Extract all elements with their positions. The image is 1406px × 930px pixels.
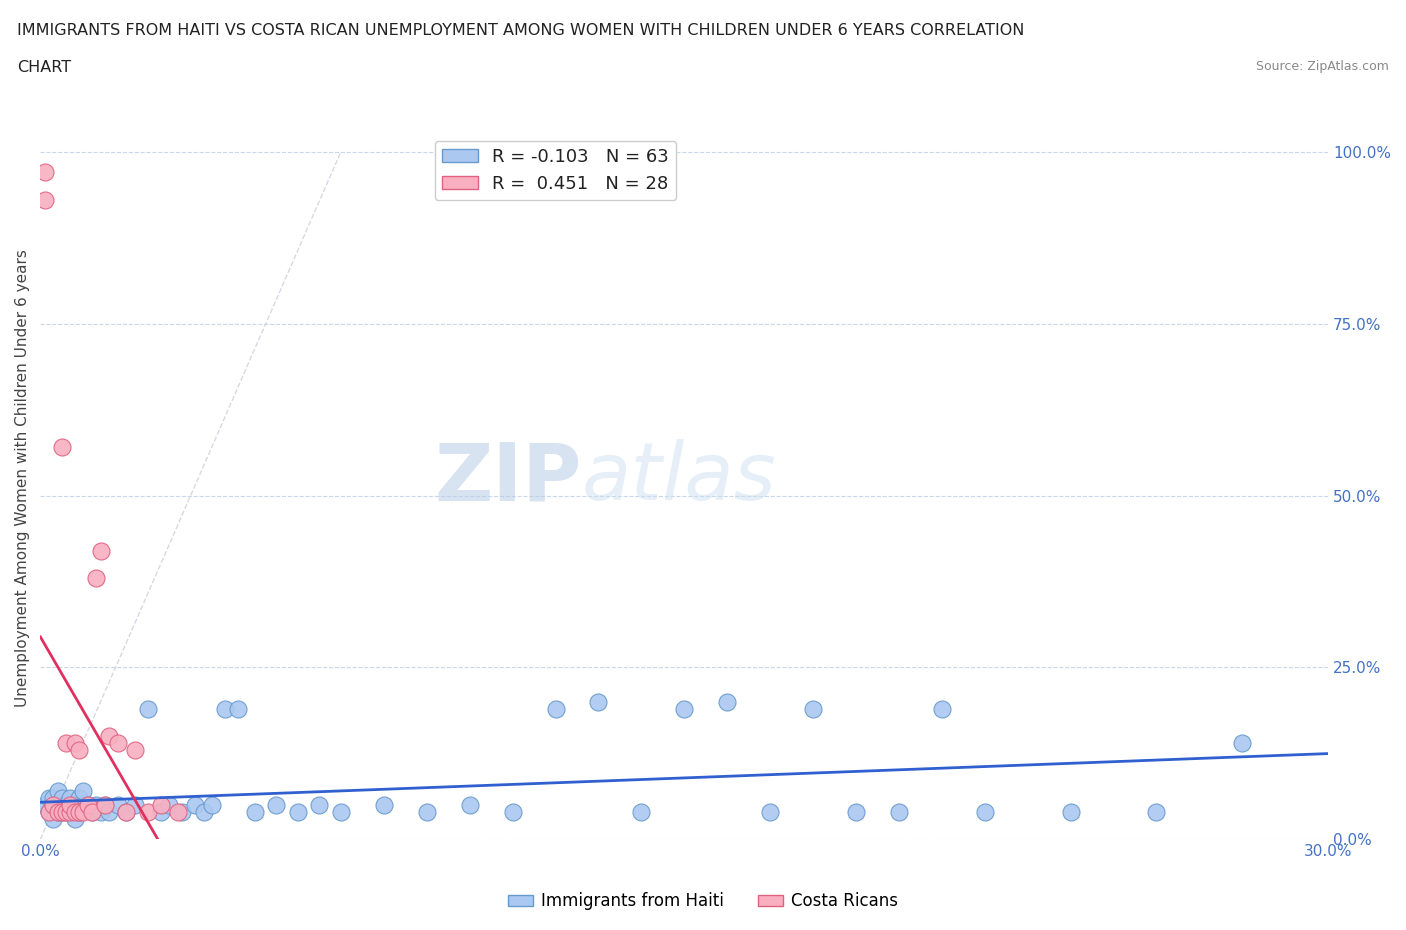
Point: [124, 742, 146, 757]
Point: [94, 798, 117, 813]
Point: [759, 804, 782, 819]
Point: [63, 736, 86, 751]
Point: [458, 798, 481, 813]
Point: [887, 804, 910, 819]
Point: [72, 804, 94, 819]
Point: [38, 804, 60, 819]
Point: [55, 736, 77, 751]
Point: [34, 798, 56, 813]
Point: [149, 804, 172, 819]
Point: [1059, 804, 1081, 819]
Point: [38, 804, 60, 819]
Point: [136, 701, 159, 716]
Point: [193, 804, 215, 819]
Point: [170, 804, 193, 819]
Text: IMMIGRANTS FROM HAITI VS COSTA RICAN UNEMPLOYMENT AMONG WOMEN WITH CHILDREN UNDE: IMMIGRANTS FROM HAITI VS COSTA RICAN UNE…: [17, 23, 1024, 38]
Point: [166, 804, 188, 819]
Point: [59, 798, 82, 813]
Point: [63, 811, 86, 826]
Point: [51, 790, 73, 805]
Point: [46, 784, 69, 799]
Point: [673, 701, 696, 716]
Point: [1232, 736, 1254, 751]
Point: [42, 790, 65, 805]
Point: [89, 804, 111, 819]
Point: [80, 804, 103, 819]
Point: [63, 804, 86, 819]
Point: [214, 701, 236, 716]
Legend: R = -0.103   N = 63, R =  0.451   N = 28: R = -0.103 N = 63, R = 0.451 N = 28: [434, 140, 676, 200]
Text: atlas: atlas: [581, 439, 776, 517]
Point: [502, 804, 524, 819]
Point: [266, 798, 288, 813]
Point: [76, 798, 98, 813]
Point: [98, 804, 121, 819]
Point: [373, 798, 395, 813]
Point: [226, 701, 249, 716]
Text: Source: ZipAtlas.com: Source: ZipAtlas.com: [1256, 60, 1389, 73]
Point: [80, 804, 103, 819]
Point: [46, 798, 69, 813]
Point: [34, 193, 56, 207]
Point: [59, 790, 82, 805]
Point: [51, 804, 73, 819]
Point: [184, 798, 207, 813]
Point: [115, 804, 138, 819]
Point: [115, 804, 138, 819]
Point: [55, 804, 77, 819]
Legend: Immigrants from Haiti, Costa Ricans: Immigrants from Haiti, Costa Ricans: [502, 885, 904, 917]
Point: [59, 804, 82, 819]
Point: [124, 798, 146, 813]
Point: [55, 804, 77, 819]
Point: [55, 798, 77, 813]
Point: [1146, 804, 1168, 819]
Point: [157, 798, 180, 813]
Point: [329, 804, 352, 819]
Point: [59, 804, 82, 819]
Point: [94, 798, 117, 813]
Y-axis label: Unemployment Among Women with Children Under 6 years: Unemployment Among Women with Children U…: [15, 249, 30, 707]
Point: [287, 804, 309, 819]
Point: [42, 798, 65, 813]
Point: [67, 804, 90, 819]
Point: [67, 804, 90, 819]
Point: [51, 804, 73, 819]
Point: [107, 736, 129, 751]
Point: [51, 440, 73, 455]
Point: [72, 798, 94, 813]
Point: [46, 804, 69, 819]
Point: [801, 701, 824, 716]
Point: [42, 811, 65, 826]
Point: [243, 804, 266, 819]
Point: [630, 804, 652, 819]
Point: [38, 790, 60, 805]
Point: [201, 798, 224, 813]
Point: [51, 798, 73, 813]
Point: [84, 798, 107, 813]
Point: [76, 798, 98, 813]
Point: [67, 790, 90, 805]
Point: [42, 798, 65, 813]
Point: [46, 804, 69, 819]
Text: ZIP: ZIP: [434, 439, 581, 517]
Point: [89, 543, 111, 558]
Point: [149, 798, 172, 813]
Point: [716, 695, 738, 710]
Point: [67, 742, 90, 757]
Point: [973, 804, 995, 819]
Point: [63, 798, 86, 813]
Point: [544, 701, 567, 716]
Point: [72, 784, 94, 799]
Text: CHART: CHART: [17, 60, 70, 75]
Point: [98, 729, 121, 744]
Point: [931, 701, 953, 716]
Point: [845, 804, 868, 819]
Point: [136, 804, 159, 819]
Point: [84, 571, 107, 586]
Point: [34, 165, 56, 179]
Point: [308, 798, 330, 813]
Point: [107, 798, 129, 813]
Point: [416, 804, 439, 819]
Point: [588, 695, 610, 710]
